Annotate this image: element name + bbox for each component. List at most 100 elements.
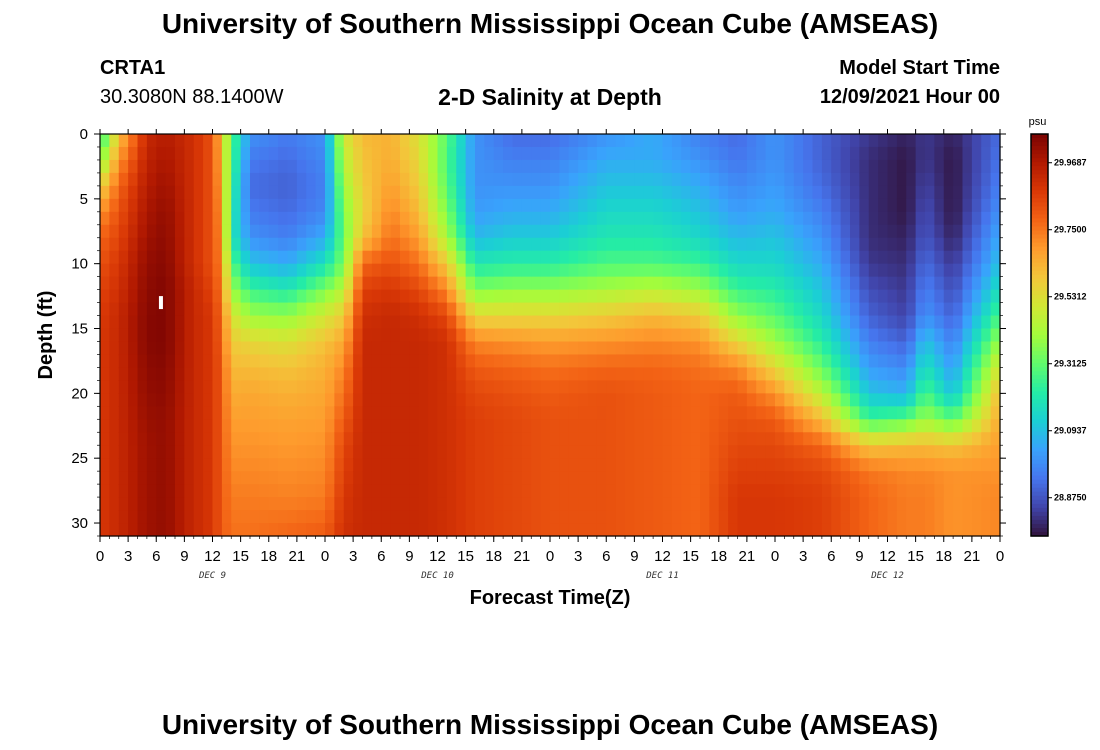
colorbar-swatch: [1031, 314, 1048, 320]
heatmap-cell: [887, 432, 898, 446]
heatmap-cell: [484, 354, 495, 369]
heatmap-cell: [343, 432, 354, 446]
heatmap-cell: [390, 510, 401, 524]
heatmap-cell: [540, 523, 551, 537]
heatmap-cell: [381, 224, 392, 239]
heatmap-cell: [953, 497, 964, 511]
heatmap-cell: [643, 134, 654, 148]
heatmap-cell: [859, 211, 870, 226]
heatmap-cell: [915, 328, 926, 343]
heatmap-cell: [756, 510, 767, 524]
heatmap-cell: [231, 471, 242, 485]
heatmap-cell: [878, 484, 889, 498]
heatmap-cell: [531, 510, 542, 524]
heatmap-cell: [437, 146, 448, 161]
heatmap-cell: [381, 211, 392, 226]
heatmap-cell: [878, 172, 889, 187]
heatmap-cell: [568, 367, 579, 381]
heatmap-cell: [671, 172, 682, 187]
heatmap-cell: [868, 250, 879, 265]
heatmap-cell: [840, 419, 851, 433]
heatmap-cell: [156, 445, 167, 459]
heatmap-cell: [334, 159, 345, 174]
heatmap-cell: [296, 471, 307, 485]
colorbar-unit: psu: [1029, 116, 1047, 128]
heatmap-cell: [118, 185, 129, 200]
heatmap-cell: [981, 146, 992, 161]
heatmap-cell: [962, 523, 973, 537]
heatmap-cell: [465, 497, 476, 511]
heatmap-cell: [231, 185, 242, 200]
heatmap-cell: [400, 406, 410, 420]
heatmap-cell: [193, 263, 204, 278]
heatmap-cell: [990, 523, 1001, 537]
heatmap-cell: [812, 523, 823, 537]
heatmap-cell: [756, 172, 767, 187]
heatmap-cell: [259, 198, 270, 213]
heatmap-cell: [231, 497, 242, 511]
heatmap-cell: [306, 406, 317, 420]
x-tick-label: 18: [710, 548, 727, 565]
heatmap-cell: [550, 302, 560, 317]
heatmap-cell: [681, 445, 692, 459]
heatmap-cell: [418, 367, 429, 381]
heatmap-cell: [850, 484, 860, 498]
heatmap-cell: [896, 341, 907, 356]
colorbar-tick-label: 29.7500: [1054, 225, 1087, 235]
heatmap-cell: [625, 354, 635, 369]
heatmap-cell: [934, 380, 945, 394]
heatmap-cell: [203, 146, 214, 161]
heatmap-cell: [587, 159, 598, 174]
heatmap-cell: [943, 445, 954, 459]
heatmap-cell: [118, 198, 129, 213]
heatmap-cell: [240, 302, 251, 317]
heatmap-cell: [662, 432, 673, 446]
heatmap-cell: [934, 432, 945, 446]
colorbar-swatch: [1031, 174, 1048, 179]
heatmap-cell: [653, 380, 664, 394]
heatmap-cell: [643, 445, 654, 459]
heatmap-cell: [540, 367, 551, 381]
heatmap-cell: [400, 328, 410, 343]
heatmap-cell: [596, 315, 607, 330]
heatmap-cell: [671, 315, 682, 330]
heatmap-cell: [775, 341, 785, 356]
heatmap-cell: [531, 237, 542, 252]
heatmap-cell: [981, 354, 992, 369]
heatmap-cell: [287, 445, 298, 459]
heatmap-cell: [184, 432, 195, 446]
heatmap-cell: [943, 341, 954, 356]
heatmap-cell: [559, 354, 570, 369]
heatmap-cell: [662, 458, 673, 472]
heatmap-cell: [662, 134, 673, 148]
heatmap-cell: [371, 406, 382, 420]
heatmap-cell: [728, 302, 739, 317]
heatmap-cell: [175, 354, 185, 369]
heatmap-cell: [859, 146, 870, 161]
heatmap-cell: [428, 224, 439, 239]
heatmap-cell: [718, 393, 729, 407]
heatmap-cell: [446, 458, 457, 472]
heatmap-cell: [737, 211, 748, 226]
heatmap-cell: [793, 406, 804, 420]
heatmap-cell: [746, 432, 757, 446]
heatmap-cell: [156, 146, 167, 161]
heatmap-cell: [850, 406, 860, 420]
colorbar-swatch: [1031, 371, 1048, 376]
heatmap-cell: [943, 315, 954, 330]
heatmap-cell: [953, 185, 964, 200]
heatmap-cell: [615, 289, 626, 304]
heatmap-cell: [653, 393, 664, 407]
heatmap-cell: [625, 406, 635, 420]
heatmap-cell: [287, 393, 298, 407]
heatmap-cell: [437, 341, 448, 356]
heatmap-cell: [896, 510, 907, 524]
heatmap-cell: [446, 250, 457, 265]
heatmap-cell: [278, 497, 289, 511]
heatmap-cell: [634, 185, 645, 200]
heatmap-cell: [625, 224, 635, 239]
heatmap-cell: [175, 237, 185, 252]
heatmap-cell: [962, 185, 973, 200]
heatmap-cell: [334, 263, 345, 278]
heatmap-cell: [287, 315, 298, 330]
